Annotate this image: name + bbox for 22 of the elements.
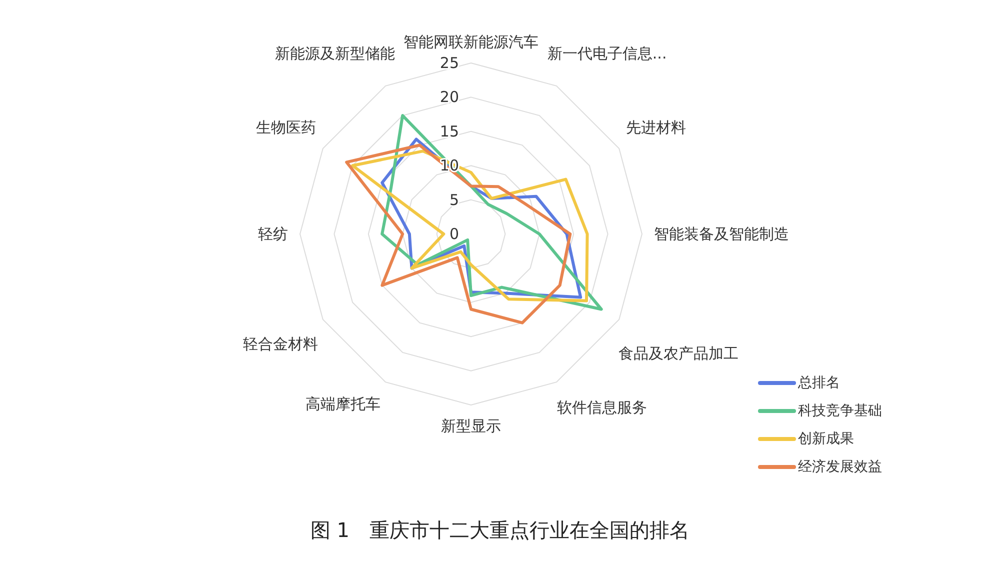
spoke-label: 食品及农产品加工 bbox=[618, 344, 738, 363]
spoke-label: 生物医药 bbox=[256, 118, 316, 136]
y-tick-label: 15 bbox=[440, 122, 459, 140]
legend-label: 总排名 bbox=[797, 375, 840, 391]
y-tick-label: 20 bbox=[440, 88, 459, 106]
y-tick-label: 5 bbox=[449, 190, 459, 209]
spoke-label: 轻纺 bbox=[258, 225, 288, 243]
legend-label: 经济发展效益 bbox=[798, 459, 882, 475]
legend-label: 科技竞争基础 bbox=[798, 403, 882, 419]
spoke-label: 软件信息服务 bbox=[556, 398, 647, 417]
spoke-label: 轻合金材料 bbox=[242, 334, 318, 353]
y-tick-label: 25 bbox=[440, 54, 459, 72]
y-tick-label: 0 bbox=[449, 225, 459, 243]
spoke-label: 新能源及新型储能 bbox=[274, 44, 395, 62]
spoke-label: 智能网联新能源汽车 bbox=[404, 33, 538, 51]
spoke-label: 高端摩托车 bbox=[305, 394, 380, 413]
spoke-label: 新一代电子信息... bbox=[547, 44, 667, 62]
legend-label: 创新成果 bbox=[798, 431, 854, 447]
text: 图 1 重庆市十二大重点行业在全国的排名 bbox=[310, 518, 690, 542]
spoke-label: 新型显示 bbox=[441, 417, 501, 435]
spoke-label: 智能装备及智能制造 bbox=[654, 225, 789, 243]
spoke-label: 先进材料 bbox=[626, 118, 686, 136]
